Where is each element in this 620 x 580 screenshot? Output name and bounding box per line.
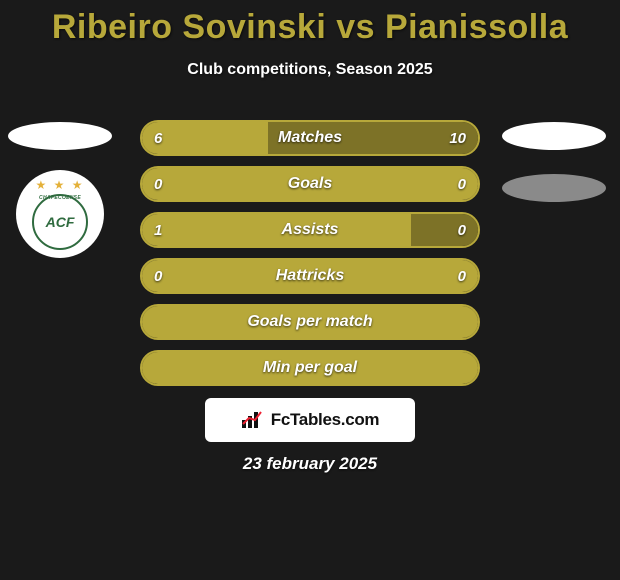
stat-bar: Goals0 0 bbox=[140, 166, 480, 202]
comparison-bars: Matches610Goals00Assists10Hattricks00Goa… bbox=[140, 120, 480, 396]
fctables-logo: FcTables.com bbox=[205, 398, 415, 442]
left-player-photo-placeholder bbox=[8, 122, 112, 150]
stat-bar-right-value: 0 bbox=[458, 260, 466, 292]
badge-stars-icon: ★ ★ ★ bbox=[36, 178, 85, 192]
stat-bar: Assists1 0 bbox=[140, 212, 480, 248]
stat-bar: Matches6 10 bbox=[140, 120, 480, 156]
stat-bar-label: Goals per match bbox=[142, 306, 478, 338]
stat-bar-right-value: 0 bbox=[458, 168, 466, 200]
stat-bar-right-value: 0 bbox=[458, 214, 466, 246]
badge-initials: ACF bbox=[46, 214, 75, 230]
badge-ring-text: CHAPECOENSE bbox=[39, 195, 81, 201]
stat-bar: Goals per match bbox=[140, 304, 480, 340]
stat-bar-label: Goals bbox=[142, 168, 478, 200]
stat-bar: Min per goal bbox=[140, 350, 480, 386]
stat-bar-left-value: 6 bbox=[154, 122, 162, 154]
right-player-photo-placeholder bbox=[502, 122, 606, 150]
date-text: 23 february 2025 bbox=[0, 454, 620, 474]
stat-bar-left-value: 0 bbox=[154, 260, 162, 292]
subtitle: Club competitions, Season 2025 bbox=[0, 61, 620, 79]
stat-bar-left-value: 0 bbox=[154, 168, 162, 200]
left-team-badge: ★ ★ ★ CHAPECOENSE ACF bbox=[16, 170, 104, 258]
badge-shield-icon: CHAPECOENSE ACF bbox=[32, 194, 88, 250]
stat-bar-label: Assists bbox=[142, 214, 478, 246]
logo-text: FcTables.com bbox=[271, 410, 380, 430]
stat-bar-right-value: 10 bbox=[449, 122, 466, 154]
stat-bar-label: Min per goal bbox=[142, 352, 478, 384]
right-team-badge-placeholder bbox=[502, 174, 606, 202]
stat-bar-label: Hattricks bbox=[142, 260, 478, 292]
left-player-column: ★ ★ ★ CHAPECOENSE ACF bbox=[8, 122, 118, 258]
stat-bar-label: Matches bbox=[142, 122, 478, 154]
stat-bar: Hattricks0 0 bbox=[140, 258, 480, 294]
right-player-column bbox=[502, 122, 612, 226]
stat-bar-left-value: 1 bbox=[154, 214, 162, 246]
logo-chart-icon bbox=[241, 410, 267, 430]
page-title: Ribeiro Sovinski vs Pianissolla bbox=[0, 0, 620, 47]
